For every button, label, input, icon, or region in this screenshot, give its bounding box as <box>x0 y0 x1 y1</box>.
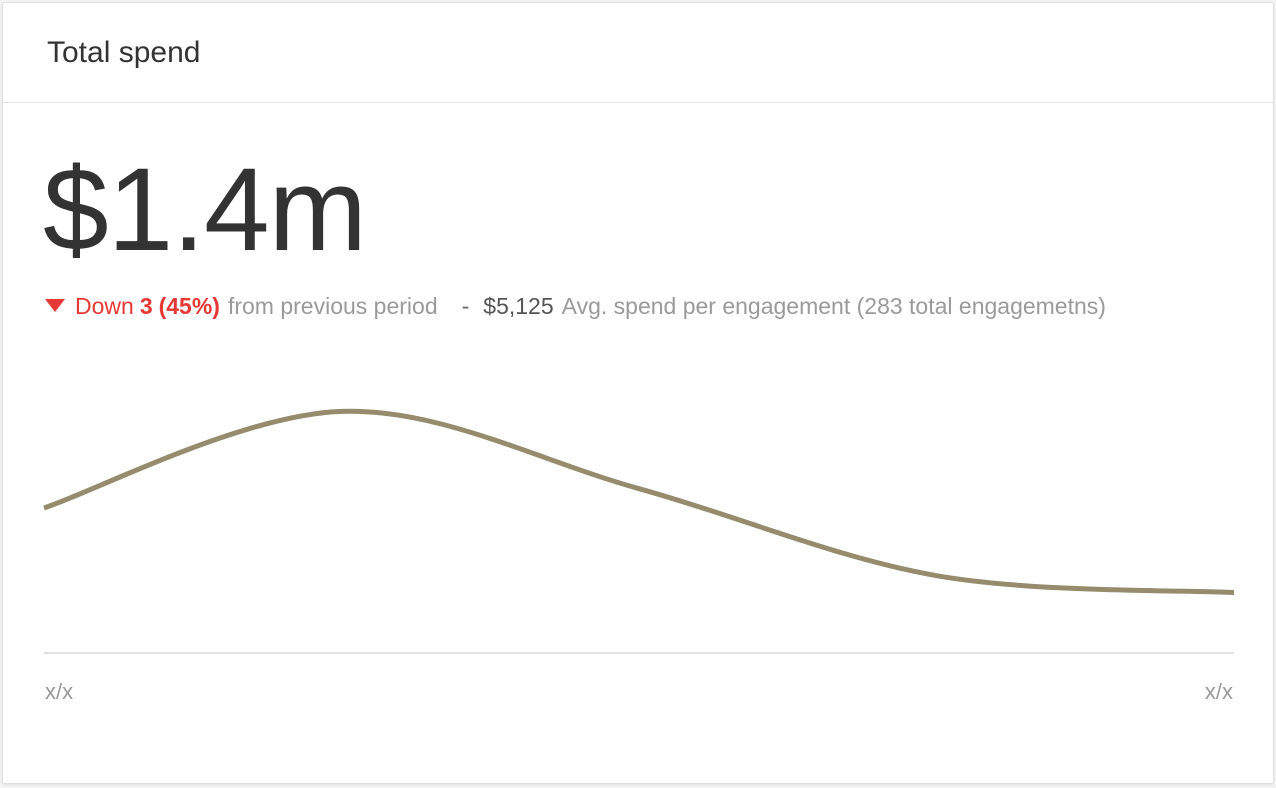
summary-separator: - <box>461 293 470 319</box>
avg-spend-label: Avg. spend per engagement (283 total eng… <box>561 293 1106 319</box>
spend-trend-chart <box>43 408 1235 654</box>
trend-direction: Down <box>75 293 134 319</box>
card-header: Total spend <box>3 3 1273 103</box>
total-spend-value: $1.4m <box>43 144 367 276</box>
x-axis-label-end: x/x <box>1204 679 1233 704</box>
trend-change-count: 3 <box>139 293 153 319</box>
x-axis-label-start: x/x <box>45 679 74 704</box>
avg-spend-value: $5,125 <box>483 293 554 319</box>
trend-change-suffix: from previous period <box>227 293 438 319</box>
summary-line: Down 3 (45%) from previous period - $5,1… <box>45 293 1106 320</box>
trend-change-percent: (45%) <box>158 293 220 319</box>
series-line-0 <box>43 408 1235 596</box>
card-title: Total spend <box>47 35 201 69</box>
caret-down-icon <box>45 299 65 312</box>
